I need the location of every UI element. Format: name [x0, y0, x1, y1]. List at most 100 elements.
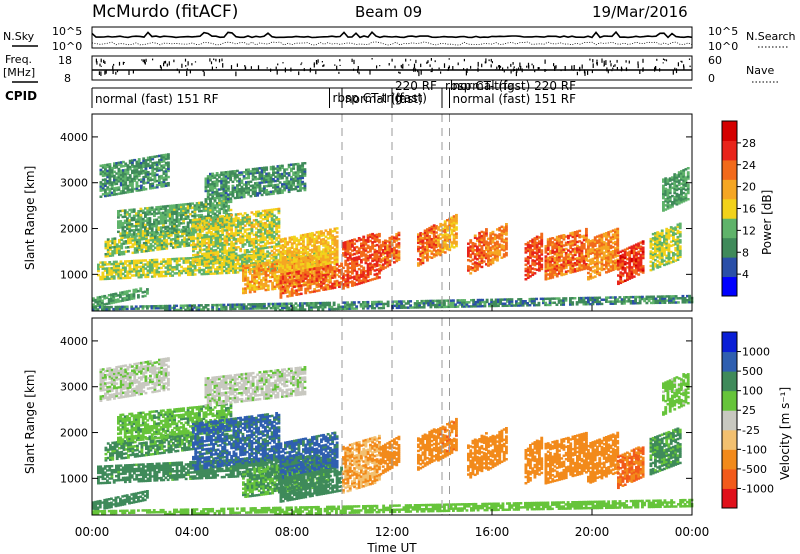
nave-mark — [115, 71, 117, 75]
heatmap-cell — [113, 170, 116, 174]
heatmap-cell — [224, 191, 228, 195]
heatmap-cell — [166, 272, 170, 275]
heatmap-cell — [190, 237, 193, 241]
heatmap-cell — [216, 204, 219, 207]
heatmap-cell — [274, 179, 278, 183]
heatmap-cell — [290, 167, 293, 171]
heatmap-cell — [270, 214, 274, 218]
heatmap-cell — [124, 260, 127, 263]
heatmap-cell — [148, 223, 152, 226]
heatmap-cell — [219, 250, 222, 253]
heatmap-cell — [139, 275, 143, 279]
heatmap-cell — [112, 260, 116, 264]
heatmap-cell — [216, 266, 220, 269]
heatmap-cell — [346, 271, 350, 274]
heatmap-cell — [266, 229, 270, 233]
heatmap-cell — [366, 269, 370, 272]
heatmap-cell — [379, 268, 383, 272]
heatmap-cell — [227, 265, 231, 268]
heatmap-cell — [264, 213, 267, 217]
heatmap-cell — [455, 240, 458, 244]
heatmap-cell — [297, 238, 301, 242]
heatmap-cell — [284, 289, 287, 292]
heatmap-cell — [251, 286, 254, 289]
heatmap-cell — [149, 183, 152, 186]
heatmap-cell — [232, 223, 236, 227]
heatmap-cell — [236, 254, 240, 258]
heatmap-cell — [266, 223, 270, 227]
heatmap-cell — [211, 182, 215, 186]
heatmap-cell — [333, 270, 337, 273]
heatmap-cell — [369, 278, 372, 282]
heatmap-cell — [212, 220, 216, 223]
heatmap-cell — [419, 240, 423, 243]
heatmap-cell — [268, 241, 272, 245]
heatmap-cell — [326, 245, 330, 248]
heatmap-cell — [333, 250, 337, 253]
heatmap-cell — [344, 241, 348, 244]
heatmap-cell — [122, 164, 125, 168]
heatmap-cell — [253, 275, 257, 279]
heatmap-cell — [219, 229, 222, 233]
heatmap-cell — [164, 227, 168, 231]
heatmap-cell — [360, 281, 363, 285]
heatmap-cell — [299, 234, 303, 237]
heatmap-cell — [299, 265, 303, 268]
heatmap-cell — [364, 280, 368, 283]
heatmap-cell — [308, 278, 312, 282]
heatmap-cell — [292, 188, 296, 191]
heatmap-cell — [214, 261, 218, 264]
heatmap-cell — [314, 270, 317, 273]
heatmap-cell — [128, 289, 131, 293]
heatmap-cell — [333, 282, 337, 285]
heatmap-cell — [379, 264, 383, 268]
heatmap-cell — [236, 192, 239, 195]
heatmap-cell — [384, 241, 387, 244]
heatmap-cell — [270, 235, 274, 238]
heatmap-cell — [135, 172, 139, 176]
heatmap-cell — [246, 287, 250, 290]
heatmap-cell — [353, 256, 357, 260]
heatmap-cell — [159, 232, 163, 235]
heatmap-cell — [432, 228, 436, 231]
heatmap-cell — [346, 259, 350, 262]
heatmap-cell — [279, 281, 283, 285]
nave-mark — [625, 67, 628, 72]
heatmap-cell — [281, 256, 285, 259]
heatmap-cell — [155, 266, 159, 270]
heatmap-cell — [306, 253, 310, 257]
heatmap-cell — [278, 187, 282, 190]
heatmap-cell — [164, 172, 168, 175]
nave-mark — [309, 67, 312, 70]
heatmap-cell — [395, 253, 399, 257]
heatmap-cell — [192, 247, 195, 251]
heatmap-cell — [417, 258, 420, 261]
heatmap-cell — [264, 262, 268, 265]
heatmap-cell — [320, 242, 323, 246]
heatmap-cell — [278, 285, 281, 288]
heatmap-cell — [246, 285, 250, 288]
heatmap-cell — [196, 253, 200, 256]
heatmap-cell — [150, 212, 154, 216]
heatmap-cell — [277, 209, 281, 213]
heatmap-cell — [108, 179, 112, 183]
heatmap-cell — [136, 240, 139, 244]
heatmap-cell — [221, 248, 225, 251]
heatmap-cell — [129, 245, 133, 249]
heatmap-cell — [290, 256, 294, 259]
nave-mark — [284, 67, 286, 73]
heatmap-cell — [275, 281, 279, 284]
heatmap-cell — [313, 248, 317, 251]
heatmap-cell — [99, 168, 103, 172]
heatmap-cell — [106, 242, 110, 245]
heatmap-cell — [198, 261, 202, 264]
cpid-program-label: normal (fast) 151 RF — [95, 92, 219, 106]
heatmap-cell — [193, 216, 197, 220]
heatmap-cell — [446, 219, 449, 222]
heatmap-cell — [211, 264, 215, 267]
heatmap-cell — [242, 171, 246, 174]
nave-mark — [510, 63, 512, 67]
heatmap-cell — [163, 239, 166, 242]
heatmap-cell — [335, 279, 339, 283]
heatmap-cell — [142, 159, 146, 162]
